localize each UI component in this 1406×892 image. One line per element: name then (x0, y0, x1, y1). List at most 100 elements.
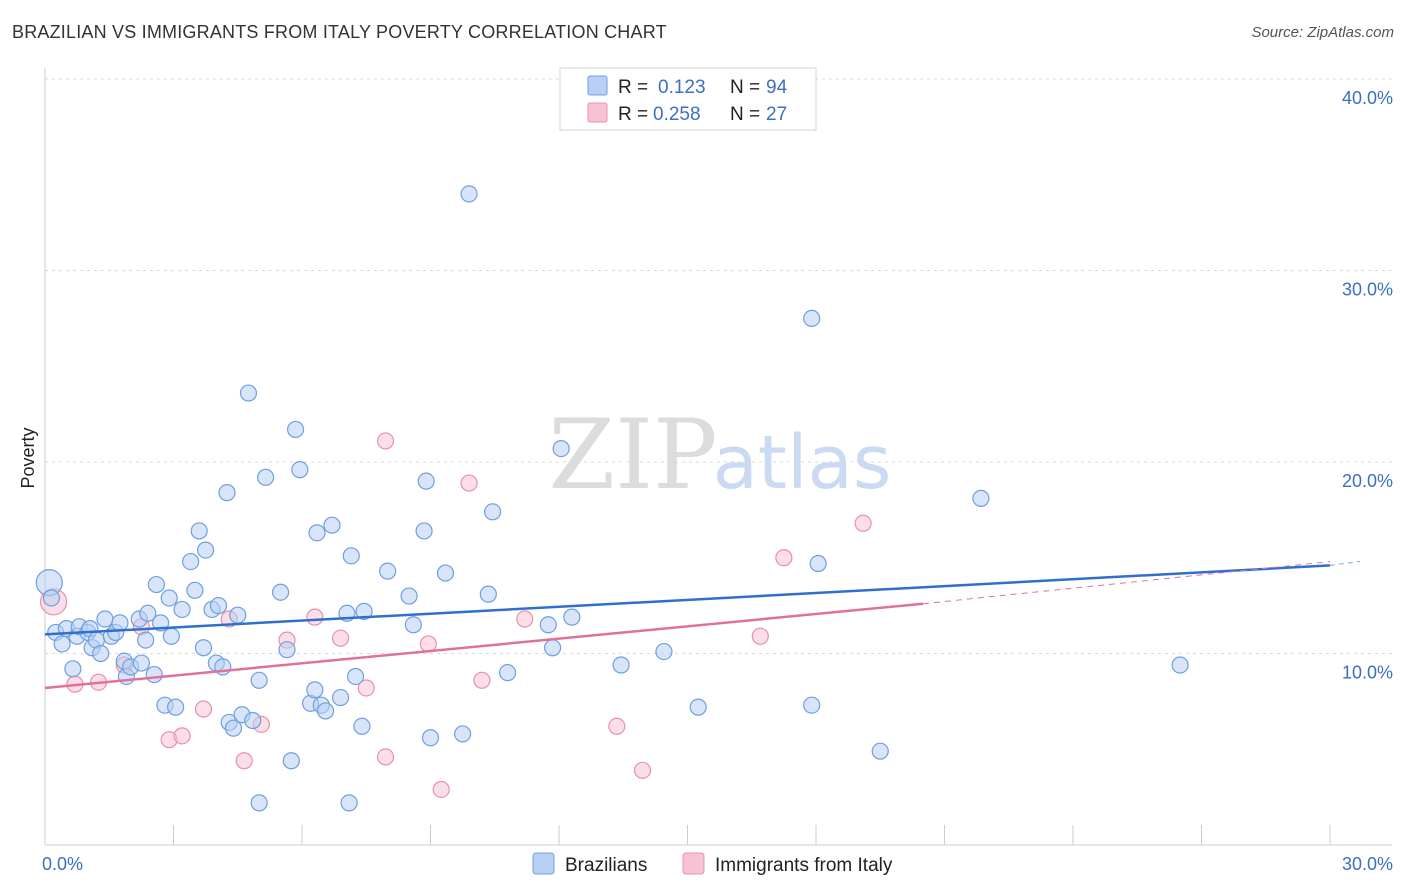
italy-point-12 (306, 608, 324, 626)
legend-swatch-blue (587, 75, 608, 96)
brazilians-point-67 (355, 602, 373, 620)
legend-r-value-2: 0.258 (653, 104, 701, 125)
trend-lines (44, 560, 1361, 690)
grid-lines (45, 78, 1392, 654)
brazilians-point-35 (194, 639, 213, 657)
italy-point-15 (376, 432, 395, 450)
brazilians-point-33 (186, 581, 204, 599)
brazilians-point-13 (96, 610, 114, 628)
italy-point-21 (516, 610, 534, 628)
y-tick-labels: 10.0% 20.0% 30.0% 40.0% (1342, 88, 1393, 683)
brazilians-point-59 (316, 702, 335, 720)
legend-n-label-1: N = (730, 77, 760, 98)
legend-stats: R = 0.123 N = 94 R = 0.258 N = 27 (559, 67, 817, 131)
brazilians-point-77 (484, 503, 502, 521)
italy-point-22 (608, 717, 626, 735)
brazilians-point-28 (160, 589, 178, 607)
watermark-zip: ZIP (548, 399, 717, 511)
brazilians-point-60 (323, 516, 341, 534)
brazilians-point-53 (286, 420, 305, 439)
watermark-atlas: atlas (713, 420, 892, 506)
bottom-legend-italy: Immigrants from Italy (715, 855, 893, 876)
brazilians-point-50 (271, 583, 290, 601)
brazilians-point-83 (612, 656, 630, 674)
brazilians-point-71 (417, 472, 435, 490)
brazilians-point-21 (132, 654, 150, 672)
italy-point-20 (473, 671, 491, 689)
brazilians-point-90 (972, 489, 990, 507)
y-tick-label-3: 40.0% (1342, 88, 1393, 108)
legend-r-value-1: 0.123 (658, 77, 706, 98)
brazilians-point-56 (306, 681, 324, 699)
legend-swatch-pink (587, 102, 608, 123)
brazilians-point-31 (173, 600, 191, 619)
brazilians-point-78 (499, 664, 517, 682)
brazilians-point-47 (244, 711, 262, 730)
x-tick-label-0: 0.0% (42, 854, 83, 874)
brazilians-point-29 (162, 627, 180, 645)
italy-point-13 (331, 629, 350, 647)
brazilians-point-5 (64, 660, 82, 678)
italy-point-19 (460, 474, 478, 492)
brazilians-point-74 (454, 725, 472, 743)
legend-r-label-1: R = (618, 77, 648, 98)
bottom-legend-brazilians: Brazilians (565, 855, 647, 876)
brazilians-point-24 (145, 665, 163, 684)
trend-line-brazilians (44, 564, 1331, 636)
brazilians-point-85 (689, 698, 707, 716)
brazilians-point-79 (539, 616, 557, 634)
watermark: ZIP atlas (548, 399, 891, 511)
trend-line-brazilians-ext (1329, 560, 1361, 566)
italy-point-23 (633, 761, 652, 779)
axes (44, 68, 1392, 846)
brazilians-point-30 (167, 698, 185, 716)
brazilians-point-25 (147, 575, 165, 594)
brazilians-point-89 (871, 742, 889, 760)
italy-point-6 (173, 727, 191, 745)
brazilians-point-57 (308, 524, 326, 542)
brazilians-point-12 (92, 644, 110, 663)
brazilians-point-80 (543, 639, 562, 657)
brazilians-point-82 (563, 608, 581, 626)
y-tick-label-1: 20.0% (1342, 471, 1393, 491)
series-brazilians-points (35, 185, 1189, 812)
legend-n-value-2: 27 (766, 104, 787, 125)
brazilians-point-76 (479, 585, 497, 603)
brazilians-point-1 (42, 589, 61, 607)
brazilians-point-73 (436, 564, 455, 582)
brazilians-point-22 (137, 631, 155, 649)
brazilians-point-88 (809, 554, 827, 573)
brazilians-point-72 (421, 729, 440, 747)
x-tick-label-1: 30.0% (1342, 854, 1393, 874)
brazilians-point-39 (209, 597, 228, 615)
brazilians-point-16 (111, 614, 129, 632)
brazilians-point-51 (278, 641, 296, 659)
italy-point-7 (194, 700, 213, 718)
brazilians-point-92 (250, 794, 268, 812)
brazilians-point-23 (139, 604, 157, 622)
brazilians-point-52 (282, 752, 300, 770)
legend-n-value-1: 94 (766, 77, 788, 98)
brazilians-point-87 (803, 696, 821, 714)
brazilians-point-49 (256, 468, 275, 486)
italy-point-9 (235, 752, 253, 770)
brazilians-point-91 (1171, 656, 1189, 674)
brazilians-point-34 (190, 522, 208, 540)
brazilians-point-32 (182, 552, 200, 571)
brazilians-point-70 (415, 522, 433, 540)
italy-point-18 (432, 780, 450, 799)
brazilians-point-75 (460, 185, 478, 203)
y-tick-label-2: 30.0% (1342, 280, 1393, 300)
legend-n-label-2: N = (730, 104, 760, 125)
source-label: Source: ZipAtlas.com (1251, 24, 1394, 41)
trend-line-italy-ext (923, 561, 1331, 605)
chart-title: BRAZILIAN VS IMMIGRANTS FROM ITALY POVER… (12, 22, 667, 42)
brazilians-point-3 (53, 635, 71, 653)
italy-point-24 (751, 627, 769, 645)
brazilians-point-41 (218, 484, 236, 502)
x-tick-labels: 0.0% 30.0% (42, 854, 1393, 874)
brazilians-point-36 (197, 541, 215, 559)
brazilians-point-43 (224, 719, 243, 737)
brazilians-point-44 (229, 606, 247, 624)
